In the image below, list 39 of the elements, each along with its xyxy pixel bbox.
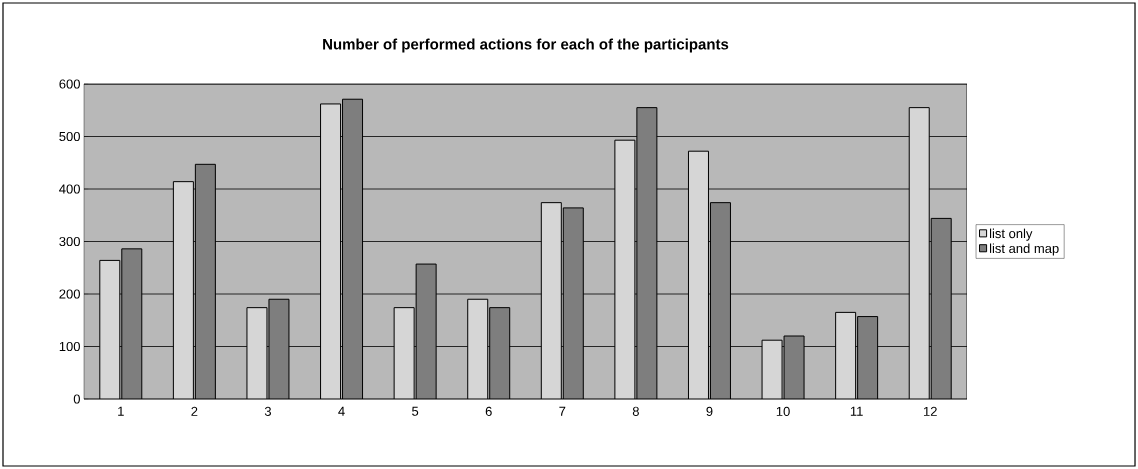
bar	[467, 298, 489, 399]
bar	[908, 107, 930, 399]
bar	[857, 316, 879, 399]
legend-label: list and map	[989, 243, 1059, 256]
x-tick-label: 12	[923, 406, 937, 416]
x-tick-label: 11	[850, 406, 863, 416]
x-tick-label: 4	[338, 406, 345, 416]
y-tick-label: 200	[59, 289, 80, 299]
y-tick-label: 0	[73, 394, 80, 404]
bar	[121, 248, 143, 399]
bar	[930, 217, 952, 399]
bar	[562, 207, 584, 399]
bar	[709, 202, 731, 399]
bar	[636, 107, 658, 399]
bar	[687, 150, 709, 399]
bar	[489, 307, 511, 399]
y-tick-label: 600	[59, 79, 80, 89]
bar	[342, 98, 364, 399]
legend-label: list only	[989, 228, 1033, 241]
x-tick-label: 9	[706, 406, 713, 416]
bar	[194, 163, 216, 399]
x-tick-label: 8	[632, 406, 639, 416]
x-tick-label: 3	[264, 406, 271, 416]
x-tick-label: 10	[776, 406, 790, 416]
y-tick-label: 100	[59, 341, 80, 352]
x-tick-label: 6	[485, 406, 492, 416]
y-tick-label: 400	[59, 184, 80, 194]
y-tick-label: 300	[59, 236, 80, 247]
bar	[320, 103, 342, 399]
bar	[172, 181, 194, 399]
x-tick-label: 5	[412, 406, 419, 416]
x-tick-label: 1	[118, 406, 124, 416]
chart-title: Number of performed actions for each of the participants	[323, 38, 729, 53]
bar	[99, 259, 121, 399]
x-tick-label: 7	[559, 406, 566, 416]
y-tick-label: 500	[59, 131, 80, 142]
bar	[835, 311, 857, 399]
bar	[540, 202, 562, 399]
x-tick-label: 2	[191, 406, 198, 416]
